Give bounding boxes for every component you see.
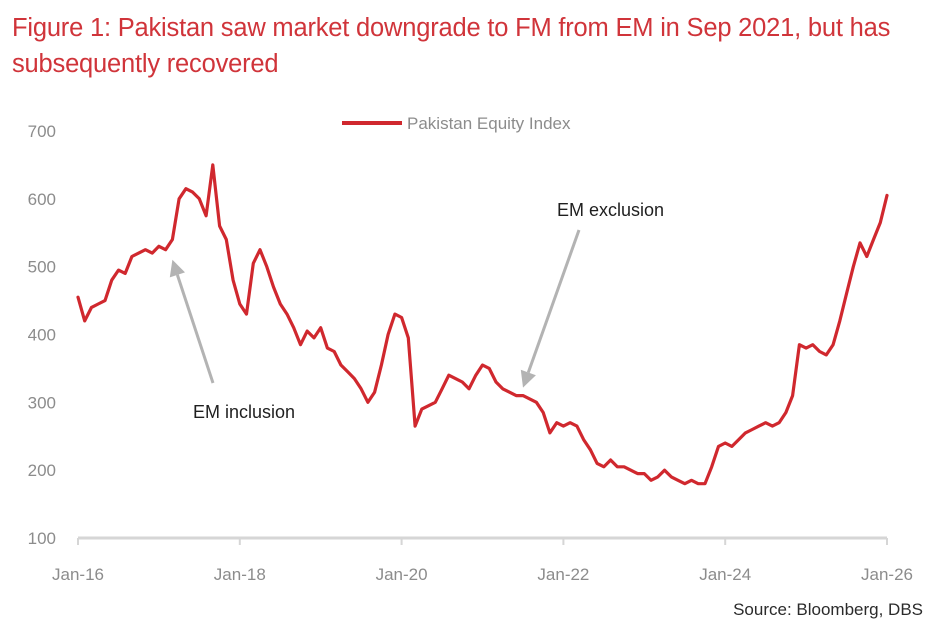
chart-title-line-2: subsequently recovered xyxy=(12,50,279,78)
y-axis: 100 200 300 400 500 600 700 xyxy=(28,122,56,548)
x-tick-label: Jan-26 xyxy=(861,565,913,584)
annotation-em-exclusion: EM exclusion xyxy=(557,200,664,220)
y-tick-label: 400 xyxy=(28,326,56,345)
legend-label-pakistan-equity-index: Pakistan Equity Index xyxy=(407,114,571,133)
y-tick-label: 300 xyxy=(28,393,56,412)
legend: Pakistan Equity Index xyxy=(342,114,571,133)
y-tick-label: 500 xyxy=(28,258,56,277)
x-tick-label: Jan-24 xyxy=(699,565,751,584)
x-tick-label: Jan-20 xyxy=(376,565,428,584)
x-axis: Jan-16 Jan-18 Jan-20 Jan-22 Jan-24 Jan-26 xyxy=(52,536,913,584)
x-tick-label: Jan-16 xyxy=(52,565,104,584)
annotation-arrow-shaft xyxy=(175,274,215,384)
series-group xyxy=(76,163,889,486)
x-tick-label: Jan-18 xyxy=(214,565,266,584)
y-tick-label: 700 xyxy=(28,122,56,141)
annotations: EM inclusion EM exclusion xyxy=(169,200,664,422)
annotation-arrow-shaft xyxy=(526,229,581,373)
annotation-em-inclusion: EM inclusion xyxy=(193,402,295,422)
annotation-arrow-head xyxy=(169,259,185,278)
y-tick-label: 600 xyxy=(28,190,56,209)
source-note: Source: Bloomberg, DBS xyxy=(733,600,923,619)
x-tick-label: Jan-22 xyxy=(537,565,589,584)
series-line-pakistan-equity-index xyxy=(76,163,889,486)
y-tick-label: 100 xyxy=(28,529,56,548)
annotation-arrow-head xyxy=(520,369,536,388)
chart-title-line-1: Figure 1: Pakistan saw market downgrade … xyxy=(12,14,891,42)
y-tick-label: 200 xyxy=(28,461,56,480)
chart-title: Figure 1: Pakistan saw market downgrade … xyxy=(12,10,937,82)
